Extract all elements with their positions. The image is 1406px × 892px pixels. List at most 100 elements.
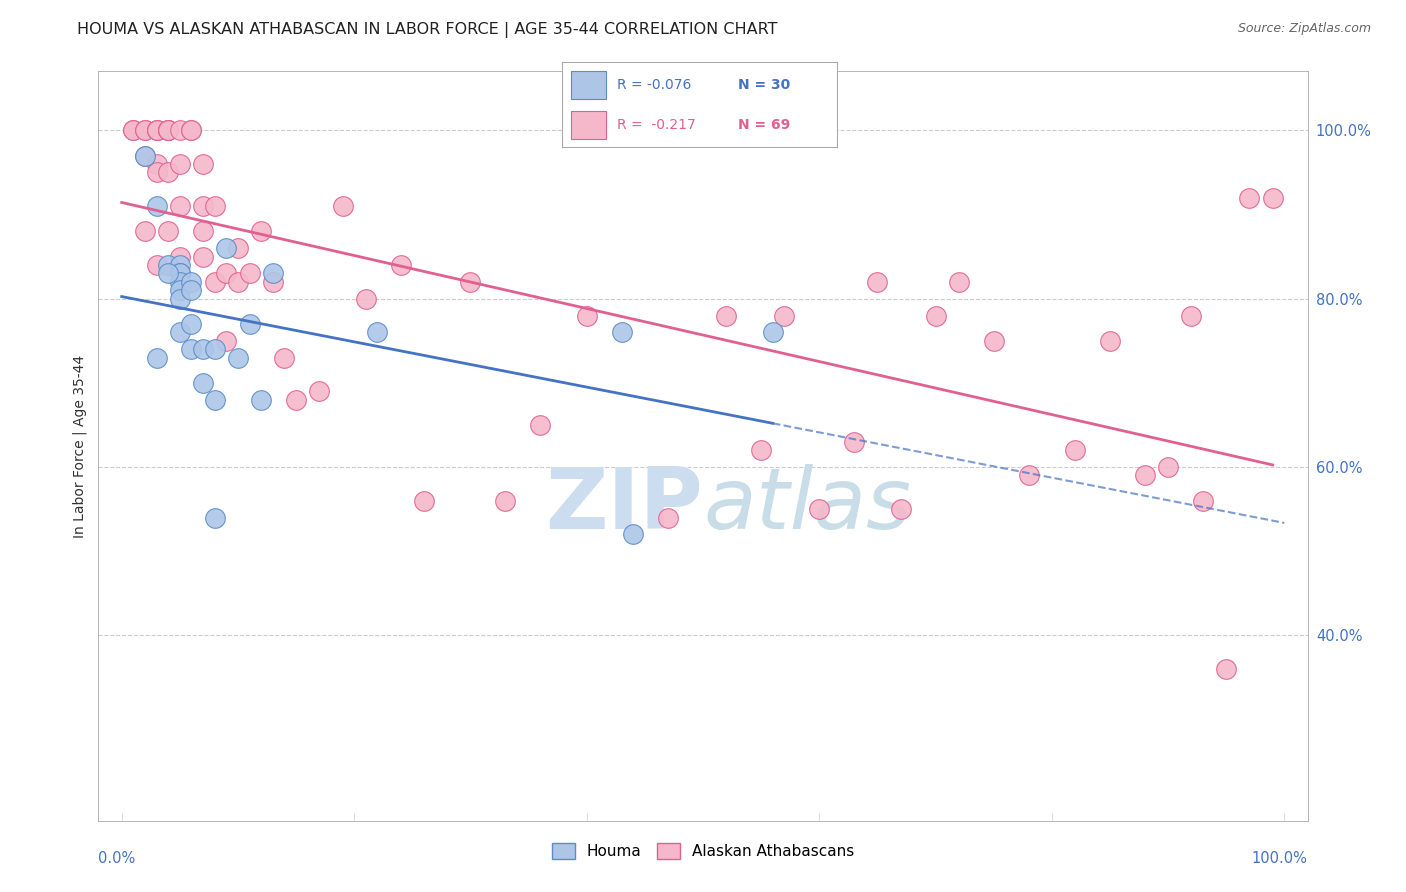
Point (924, 309, 946, 323)
Point (180, 123, 202, 137)
Point (250, 392, 273, 407)
Point (191, 376, 214, 390)
Point (122, 123, 145, 137)
Point (157, 123, 180, 137)
Point (145, 199, 167, 213)
Point (716, 309, 738, 323)
Point (134, 148, 156, 162)
Point (262, 267, 284, 281)
Point (145, 123, 167, 137)
Point (1018, 468, 1040, 483)
Point (204, 199, 226, 213)
Point (157, 123, 180, 137)
Point (180, 342, 202, 356)
Text: atlas: atlas (703, 465, 911, 548)
Point (226, 275, 249, 289)
Point (1261, 191, 1284, 205)
Point (366, 326, 388, 340)
Point (749, 443, 772, 458)
Text: N = 30: N = 30 (738, 78, 790, 92)
Point (180, 317, 202, 331)
Point (157, 123, 180, 137)
Point (762, 326, 785, 340)
Point (122, 123, 145, 137)
Point (273, 351, 295, 365)
Point (169, 258, 191, 272)
Point (157, 267, 180, 281)
Point (191, 199, 214, 213)
Point (1180, 309, 1202, 323)
Point (866, 275, 889, 289)
Bar (571, 71, 606, 99)
Point (191, 342, 214, 356)
Point (890, 502, 912, 516)
Point (308, 384, 330, 399)
Point (191, 157, 214, 171)
Point (134, 123, 156, 137)
Point (134, 148, 156, 162)
Text: 100.0%: 100.0% (1251, 851, 1308, 865)
Point (948, 275, 970, 289)
Point (983, 334, 1005, 348)
Point (169, 267, 191, 281)
Point (621, 527, 644, 541)
Point (204, 275, 226, 289)
Point (169, 326, 191, 340)
Point (332, 199, 354, 213)
Point (134, 224, 156, 238)
Point (145, 258, 167, 272)
Point (239, 267, 262, 281)
Point (1192, 493, 1215, 508)
Text: ZIP: ZIP (546, 465, 703, 548)
Point (169, 157, 191, 171)
Point (204, 392, 226, 407)
Point (215, 241, 238, 255)
Point (145, 165, 167, 179)
Point (134, 123, 156, 137)
Point (226, 241, 249, 255)
Point (1239, 191, 1261, 205)
Point (191, 250, 214, 264)
Point (157, 123, 180, 137)
Point (145, 123, 167, 137)
Point (180, 275, 202, 289)
Point (169, 275, 191, 289)
Text: HOUMA VS ALASKAN ATHABASCAN IN LABOR FORCE | AGE 35-44 CORRELATION CHART: HOUMA VS ALASKAN ATHABASCAN IN LABOR FOR… (77, 22, 778, 38)
Point (204, 510, 226, 524)
Text: R = -0.076: R = -0.076 (617, 78, 692, 92)
Point (191, 224, 214, 238)
Point (262, 275, 284, 289)
Point (157, 165, 180, 179)
Point (226, 351, 249, 365)
Point (494, 493, 516, 508)
Point (1064, 443, 1087, 458)
Point (808, 502, 831, 516)
Point (529, 417, 551, 432)
Text: 0.0%: 0.0% (98, 851, 135, 865)
Point (215, 267, 238, 281)
Point (460, 275, 482, 289)
Text: N = 69: N = 69 (738, 118, 790, 132)
Point (157, 224, 180, 238)
Point (285, 392, 308, 407)
Point (657, 510, 679, 524)
Point (180, 123, 202, 137)
Point (1133, 468, 1156, 483)
Point (180, 283, 202, 297)
Point (844, 434, 866, 449)
Point (575, 309, 598, 323)
Point (389, 258, 412, 272)
Point (250, 224, 273, 238)
Point (145, 123, 167, 137)
Point (157, 258, 180, 272)
Y-axis label: In Labor Force | Age 35-44: In Labor Force | Age 35-44 (73, 354, 87, 538)
Point (239, 317, 262, 331)
Point (145, 157, 167, 171)
Point (145, 351, 167, 365)
Point (1157, 460, 1180, 475)
Point (610, 326, 633, 340)
Bar (571, 111, 606, 139)
Point (169, 292, 191, 306)
Text: R =  -0.217: R = -0.217 (617, 118, 696, 132)
Point (215, 334, 238, 348)
